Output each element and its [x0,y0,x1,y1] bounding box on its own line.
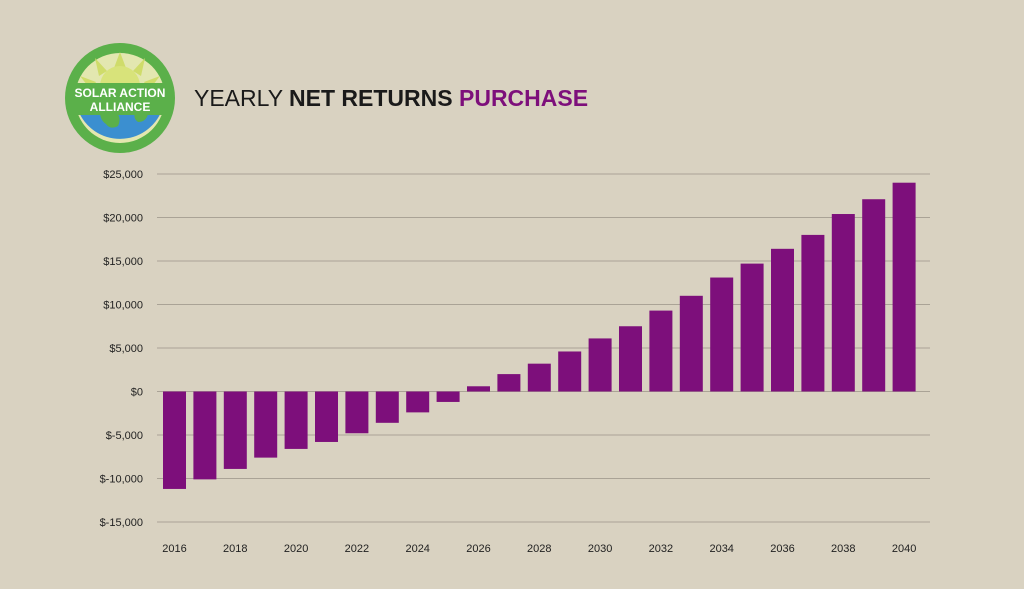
y-tick-label: $15,000 [103,256,143,268]
x-tick-label: 2026 [466,543,490,555]
bar-2040 [892,182,916,392]
y-tick-label: $5,000 [109,343,143,355]
bar-2031 [619,326,642,392]
y-tick-label: $20,000 [103,213,143,225]
x-tick-label: 2034 [709,543,733,555]
bar-2029 [558,351,582,392]
bar-2033 [679,295,703,392]
bar-2025 [436,391,460,402]
x-tick-label: 2024 [405,543,429,555]
x-tick-label: 2030 [588,543,612,555]
x-tick-label: 2032 [649,543,673,555]
title-part-yearly: YEARLY [194,85,289,111]
chart-title: YEARLY NET RETURNS PURCHASE [194,85,588,111]
y-axis-labels: $25,000 $20,000 $15,000 $10,000 $5,000 $0 $-5,… [100,169,143,529]
x-tick-label: 2028 [527,543,551,555]
x-tick-label: 2040 [892,543,916,555]
x-tick-label: 2038 [831,543,855,555]
y-tick-label: $0 [131,387,143,399]
bar-2017 [193,391,217,480]
bar-2035 [740,263,764,392]
bar-2019 [254,391,278,458]
y-tick-label: $-5,000 [106,430,143,442]
x-tick-label: 2020 [284,543,308,555]
title-part-net-returns: NET RETURNS [289,85,453,111]
x-tick-label: 2016 [162,543,186,555]
bar-2030 [588,338,612,392]
bar-2018 [223,391,247,469]
x-tick-label: 2018 [223,543,247,555]
bar-2020 [284,391,308,449]
bar-2032 [649,310,673,392]
y-tick-label: $-10,000 [100,474,143,486]
bar-2036 [771,248,794,392]
solar-action-alliance-logo: SOLAR ACTION ALLIANCE [65,43,175,153]
bars [163,182,916,489]
bar-2026 [467,386,490,392]
y-tick-label: $10,000 [103,300,143,312]
bar-2037 [801,234,825,392]
bar-2034 [710,277,734,392]
logo-line-1: SOLAR ACTION [75,86,166,100]
x-axis-labels: 2016 2018 2020 2022 2024 2026 2028 2030 2032 2034… [162,543,916,555]
title-part-purchase: PURCHASE [453,85,588,111]
bar-2027 [497,374,521,392]
y-tick-label: $-15,000 [100,517,143,529]
bar-2023 [375,391,399,423]
bar-2016 [163,391,186,489]
bar-2038 [831,214,855,392]
bar-2021 [315,391,338,442]
logo-text-band [68,83,172,115]
bar-2039 [862,199,886,392]
x-tick-label: 2036 [770,543,794,555]
bar-2028 [527,363,551,392]
logo-line-2: ALLIANCE [90,100,151,114]
x-tick-label: 2022 [345,543,369,555]
bar-2024 [406,391,430,413]
bar-2022 [345,391,369,434]
y-tick-label: $25,000 [103,169,143,181]
